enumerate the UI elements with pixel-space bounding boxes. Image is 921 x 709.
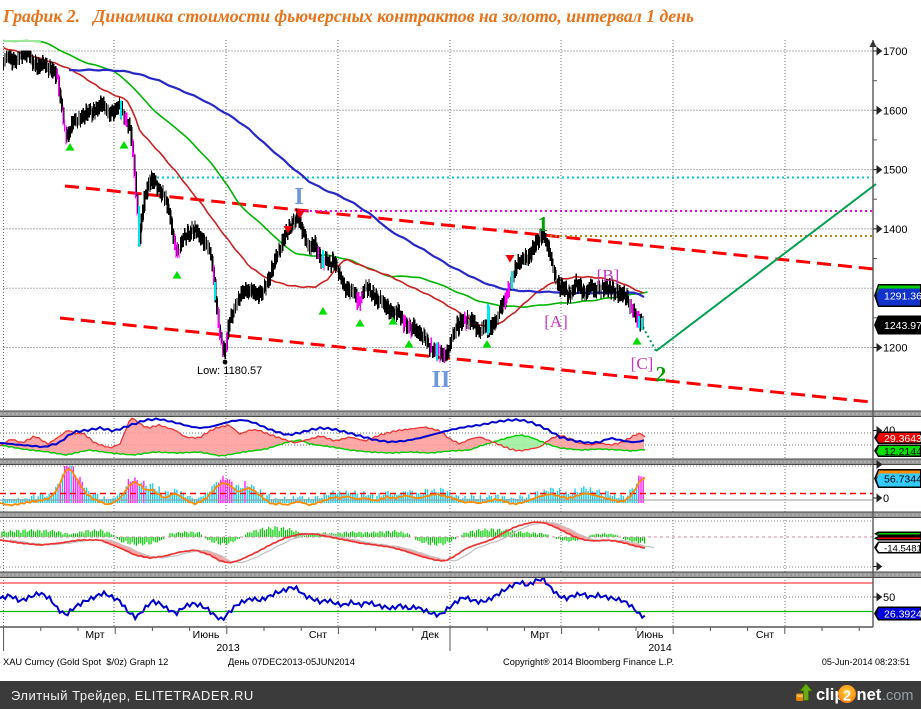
svg-text:Снт: Снт — [309, 629, 327, 641]
svg-text:[A]: [A] — [544, 312, 568, 331]
svg-text:Снт: Снт — [756, 629, 774, 641]
svg-text:.com: .com — [882, 688, 913, 704]
svg-text:Copyright® 2014 Bloomberg Fina: Copyright® 2014 Bloomberg Finance L.P. — [503, 657, 674, 667]
svg-text:26.3924: 26.3924 — [884, 609, 921, 621]
svg-text:1400: 1400 — [883, 224, 907, 236]
svg-text:1: 1 — [538, 212, 549, 236]
svg-text:2013: 2013 — [216, 642, 240, 654]
svg-text:29.3643: 29.3643 — [884, 433, 921, 445]
svg-text:[C]: [C] — [631, 354, 654, 373]
svg-text:[B]: [B] — [597, 266, 620, 285]
svg-text:Элитный Трейдер, ELITETRADER.R: Элитный Трейдер, ELITETRADER.RU — [11, 688, 254, 703]
svg-text:2: 2 — [843, 689, 851, 705]
svg-text:12.2144: 12.2144 — [884, 446, 921, 458]
svg-text:50: 50 — [883, 592, 895, 604]
svg-text:clip: clip — [816, 686, 844, 704]
svg-text:1700: 1700 — [883, 46, 907, 58]
svg-text:Мрт: Мрт — [530, 629, 549, 641]
svg-text:1200: 1200 — [883, 343, 907, 355]
svg-text:net: net — [857, 686, 882, 704]
svg-text:1600: 1600 — [883, 105, 907, 117]
svg-text:Low: 1180.57: Low: 1180.57 — [197, 365, 262, 377]
svg-text:1243.97: 1243.97 — [884, 320, 921, 332]
svg-text:05-Jun-2014 08:23:51: 05-Jun-2014 08:23:51 — [822, 657, 910, 667]
svg-text:Июнь: Июнь — [637, 629, 664, 641]
svg-text:-14.5481: -14.5481 — [884, 544, 921, 555]
svg-text:1500: 1500 — [883, 165, 907, 177]
svg-text:I: I — [294, 184, 303, 210]
svg-text:XAU Curncy (Gold Spot $/0z) G: XAU Curncy (Gold Spot $/0z) Graph 12 — [3, 657, 168, 667]
svg-text:Мрт: Мрт — [85, 629, 104, 641]
svg-text:Дек: Дек — [421, 629, 439, 641]
svg-text:График 2. Динамика стоимости: График 2. Динамика стоимости фьючерсных … — [2, 6, 694, 26]
svg-text:Июнь: Июнь — [193, 629, 220, 641]
svg-text:II: II — [432, 367, 451, 393]
svg-text:2: 2 — [656, 362, 667, 386]
svg-text:0: 0 — [883, 493, 889, 505]
svg-text:День 07DEC2013-05JUN2014: День 07DEC2013-05JUN2014 — [228, 657, 355, 667]
svg-text:2014: 2014 — [648, 642, 672, 654]
svg-text:56.7344: 56.7344 — [884, 474, 921, 486]
svg-text:1291.36: 1291.36 — [884, 291, 921, 303]
